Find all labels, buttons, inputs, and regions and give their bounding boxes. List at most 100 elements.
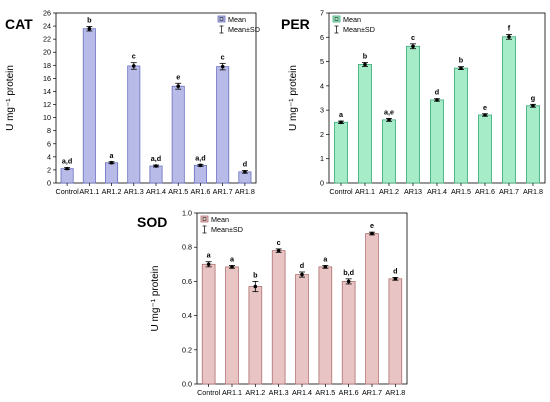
chart-title: SOD <box>137 214 167 230</box>
y-tick-label: 5 <box>320 57 324 66</box>
mean-marker <box>109 160 114 165</box>
significance-label: c <box>411 33 415 42</box>
bar <box>171 85 185 184</box>
legend-mean-marker <box>219 17 224 21</box>
x-tick-label: Control <box>197 388 221 397</box>
bar <box>341 280 356 385</box>
bar <box>318 266 333 385</box>
y-tick-label: 4 <box>320 81 324 90</box>
legend-label-mean: Mean <box>343 15 361 24</box>
legend-swatch-mean <box>217 15 226 23</box>
y-tick-label: 0.6 <box>182 277 192 286</box>
mean-marker <box>230 265 234 269</box>
mean-marker <box>435 98 439 102</box>
x-tick-label: AR1.4 <box>292 388 312 397</box>
mean-marker <box>220 64 225 69</box>
legend-mean-marker <box>334 17 339 21</box>
legend-swatch-mean <box>332 15 341 23</box>
x-tick-label: Control <box>56 187 80 196</box>
significance-label: e <box>370 221 374 230</box>
y-tick-label: 16 <box>43 74 51 83</box>
significance-label: e <box>483 103 487 112</box>
mean-marker <box>154 164 158 168</box>
significance-label: d <box>393 266 397 275</box>
bar <box>453 67 468 184</box>
significance-label: a <box>339 110 344 119</box>
significance-label: d <box>243 160 247 169</box>
bar <box>201 263 216 385</box>
bar <box>526 105 541 184</box>
y-tick-label: 0 <box>47 179 51 188</box>
y-tick-label: 26 <box>43 9 51 18</box>
mean-marker <box>198 163 203 168</box>
legend-label-mean: Mean <box>211 215 229 224</box>
x-tick-label: AR13 <box>404 187 422 196</box>
y-tick-label: 8 <box>47 126 51 135</box>
bar <box>248 286 263 385</box>
mean-marker <box>346 279 351 284</box>
mean-marker <box>411 44 415 49</box>
significance-label: d <box>300 261 304 270</box>
x-tick-label: AR1.7 <box>499 187 519 196</box>
y-tick-label: 18 <box>43 61 51 70</box>
y-tick-label: 1 <box>320 154 324 163</box>
y-tick-label: 2 <box>320 130 324 139</box>
bar <box>216 66 230 184</box>
mean-marker <box>459 66 463 70</box>
y-tick-label: 0 <box>320 179 324 188</box>
x-tick-label: AR1.7 <box>213 187 233 196</box>
legend-swatch-mean <box>200 215 209 223</box>
bar <box>405 45 420 184</box>
significance-label: b <box>459 56 464 65</box>
significance-label: c <box>277 238 281 247</box>
y-tick-label: 6 <box>320 33 324 42</box>
mean-marker <box>483 113 487 117</box>
mean-marker <box>131 64 136 68</box>
bar <box>60 168 74 184</box>
legend-label-sd: Mean±SD <box>343 25 375 34</box>
x-tick-label: AR1.6 <box>475 187 495 196</box>
bar <box>501 36 516 184</box>
bar <box>149 165 163 184</box>
chart-per: PER U mg⁻¹ protein 0 1 2 3 4 5 6 7 a Control b AR1.1 a… <box>281 9 546 196</box>
mean-marker <box>87 26 92 31</box>
x-tick-label: AR1.3 <box>269 388 289 397</box>
chart-sod: SOD U mg⁻¹ protein 0.0 0.2 0.4 0.6 0.8 1.0 a Cont… <box>137 209 408 397</box>
legend-label-sd: Mean±SD <box>211 225 243 234</box>
x-tick-label: AR1.1 <box>355 187 375 196</box>
significance-label: a,d <box>62 157 72 166</box>
significance-label: e <box>176 72 180 81</box>
mean-marker <box>253 284 258 289</box>
bar <box>333 121 348 184</box>
significance-label: b <box>253 270 258 279</box>
mean-marker <box>206 262 211 267</box>
y-tick-label: 12 <box>43 100 51 109</box>
chart-title: CAT <box>5 16 33 32</box>
y-tick-label: 24 <box>43 22 51 31</box>
x-tick-label: AR1.5 <box>451 187 471 196</box>
y-tick-label: 0.8 <box>182 243 192 252</box>
y-tick-label: 3 <box>320 106 324 115</box>
x-tick-label: Control <box>329 187 353 196</box>
mean-marker <box>323 265 328 269</box>
legend-label-mean: Mean <box>228 15 246 24</box>
mean-marker <box>363 62 367 67</box>
significance-label: c <box>132 52 136 61</box>
legend-mean-marker <box>202 217 207 221</box>
bar <box>429 99 444 184</box>
x-tick-label: AR1.5 <box>315 388 335 397</box>
bar <box>105 162 119 184</box>
mean-marker <box>531 103 535 108</box>
bar <box>365 233 379 385</box>
y-tick-label: 0.4 <box>182 311 192 320</box>
y-tick-label: 14 <box>43 87 51 96</box>
mean-marker <box>339 120 343 125</box>
mean-marker <box>176 84 181 89</box>
y-tick-label: 4 <box>47 152 51 161</box>
bar <box>381 119 396 184</box>
mean-marker <box>276 248 281 253</box>
mean-marker <box>370 231 374 236</box>
x-tick-label: AR1.5 <box>168 187 188 196</box>
